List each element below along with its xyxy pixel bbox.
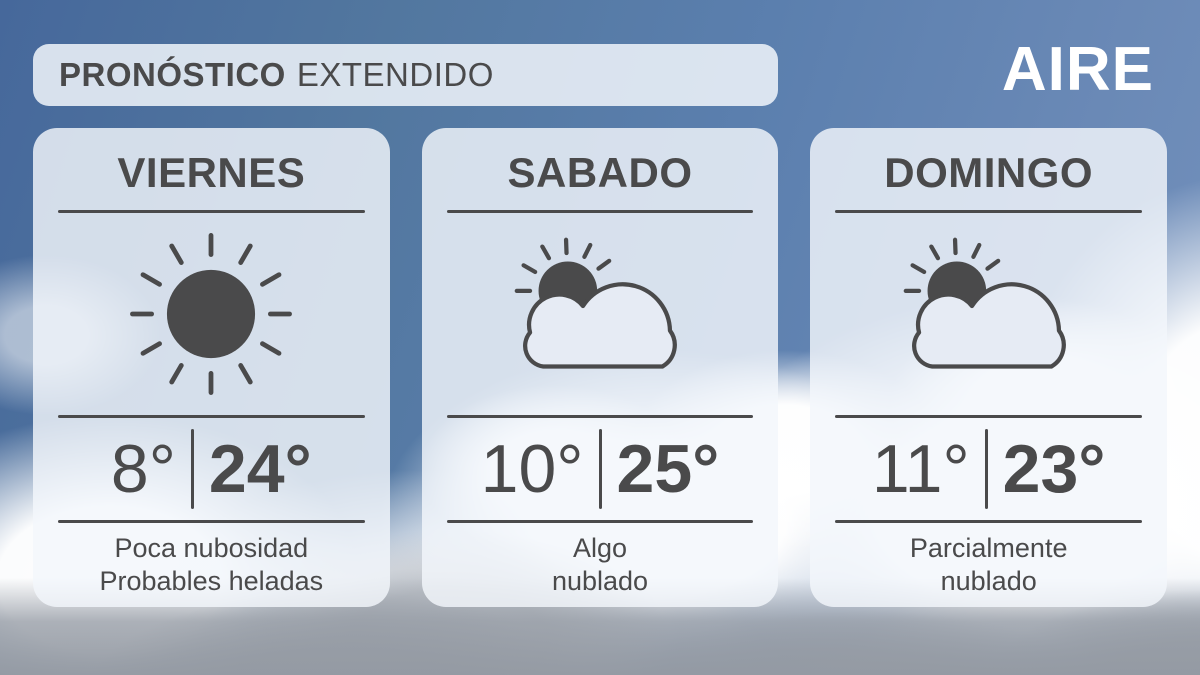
header-title-bold: PRONÓSTICO xyxy=(59,56,286,93)
brand-logo: AIRE xyxy=(1001,35,1154,104)
header-bar: PRONÓSTICO EXTENDIDO xyxy=(33,44,778,106)
sun-behind-cloud-icon xyxy=(903,237,1066,369)
temp-divider xyxy=(598,429,602,509)
condition-line-2: Probables heladas xyxy=(99,566,324,596)
sun-icon xyxy=(130,233,293,395)
weather-icon-box xyxy=(33,213,390,415)
divider-line xyxy=(58,210,365,213)
divider-line xyxy=(835,415,1143,418)
temp-high: 25° xyxy=(616,431,720,507)
condition-line-2: nublado xyxy=(551,566,649,596)
condition-text: Algo nublado xyxy=(422,523,779,607)
sun-behind-cloud-icon xyxy=(514,237,677,369)
temp-high: 23° xyxy=(1002,431,1106,507)
divider-line xyxy=(446,415,754,418)
weather-icon-box xyxy=(810,213,1167,415)
forecast-card-domingo: DOMINGO xyxy=(810,128,1168,607)
condition-line-1: Poca nubosidad xyxy=(114,533,309,564)
day-title: DOMINGO xyxy=(884,149,1094,196)
temp-divider xyxy=(984,429,988,509)
condition-text: Poca nubosidad Probables heladas xyxy=(33,523,390,607)
temperature-row: 8° 24° xyxy=(33,418,390,520)
temp-low: 11° xyxy=(871,431,970,507)
temp-low: 10° xyxy=(480,431,584,507)
temp-low: 8° xyxy=(110,431,176,507)
divider-line xyxy=(446,210,754,213)
temperature-row: 10° 25° xyxy=(422,418,779,520)
header-title-light: EXTENDIDO xyxy=(296,56,494,93)
divider-line xyxy=(58,520,365,523)
temperature-row: 11° 23° xyxy=(810,418,1167,520)
condition-line-1: Algo xyxy=(572,533,628,564)
condition-line-1: Parcialmente xyxy=(909,533,1068,564)
divider-line xyxy=(446,520,754,523)
forecast-card-viernes: VIERNES xyxy=(33,128,390,607)
day-title: VIERNES xyxy=(117,149,306,196)
day-title: SABADO xyxy=(507,149,693,196)
forecast-cards-row: VIERNES xyxy=(33,128,1168,607)
condition-line-2: nublado xyxy=(940,566,1037,596)
divider-line xyxy=(835,520,1143,523)
temp-divider xyxy=(190,429,194,509)
temp-high: 24° xyxy=(208,431,312,507)
divider-line xyxy=(835,210,1143,213)
weather-icon-box xyxy=(422,213,779,415)
forecast-card-sabado: SABADO xyxy=(421,128,779,607)
divider-line xyxy=(58,415,365,418)
condition-text: Parcialmente nublado xyxy=(810,523,1167,607)
